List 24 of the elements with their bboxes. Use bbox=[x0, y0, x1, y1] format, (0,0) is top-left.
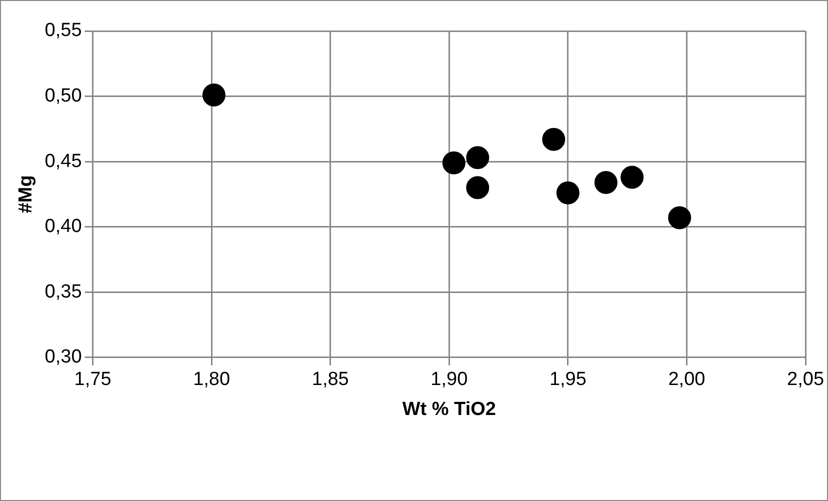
x-tick-label: 1,90 bbox=[430, 369, 468, 390]
y-tick-label: 0,45 bbox=[44, 150, 82, 172]
x-tick-label: 1,75 bbox=[74, 369, 112, 390]
point bbox=[556, 181, 580, 204]
x-tick-label: 1,80 bbox=[193, 369, 230, 390]
y-tick-label: 0,35 bbox=[44, 281, 82, 302]
y-tick-label: 0,50 bbox=[44, 86, 82, 107]
point bbox=[668, 206, 692, 230]
point bbox=[542, 128, 566, 151]
point bbox=[442, 151, 466, 174]
x-tick-label: 2,05 bbox=[787, 369, 824, 390]
point bbox=[594, 170, 618, 194]
y-tick-label: 0,40 bbox=[44, 216, 82, 238]
point bbox=[466, 146, 490, 170]
point bbox=[466, 176, 490, 200]
y-tick-label: 0,30 bbox=[44, 346, 82, 368]
x-axis-title: Wt % TiO2 bbox=[402, 398, 496, 420]
x-tick-label: 1,95 bbox=[549, 369, 586, 390]
point bbox=[202, 83, 226, 106]
x-tick-label: 1,85 bbox=[312, 369, 349, 390]
x-tick-label: 2,00 bbox=[668, 369, 706, 390]
y-tick-label: 0,55 bbox=[44, 20, 82, 42]
y-axis-title: #Mg bbox=[16, 175, 37, 214]
point bbox=[620, 166, 644, 189]
